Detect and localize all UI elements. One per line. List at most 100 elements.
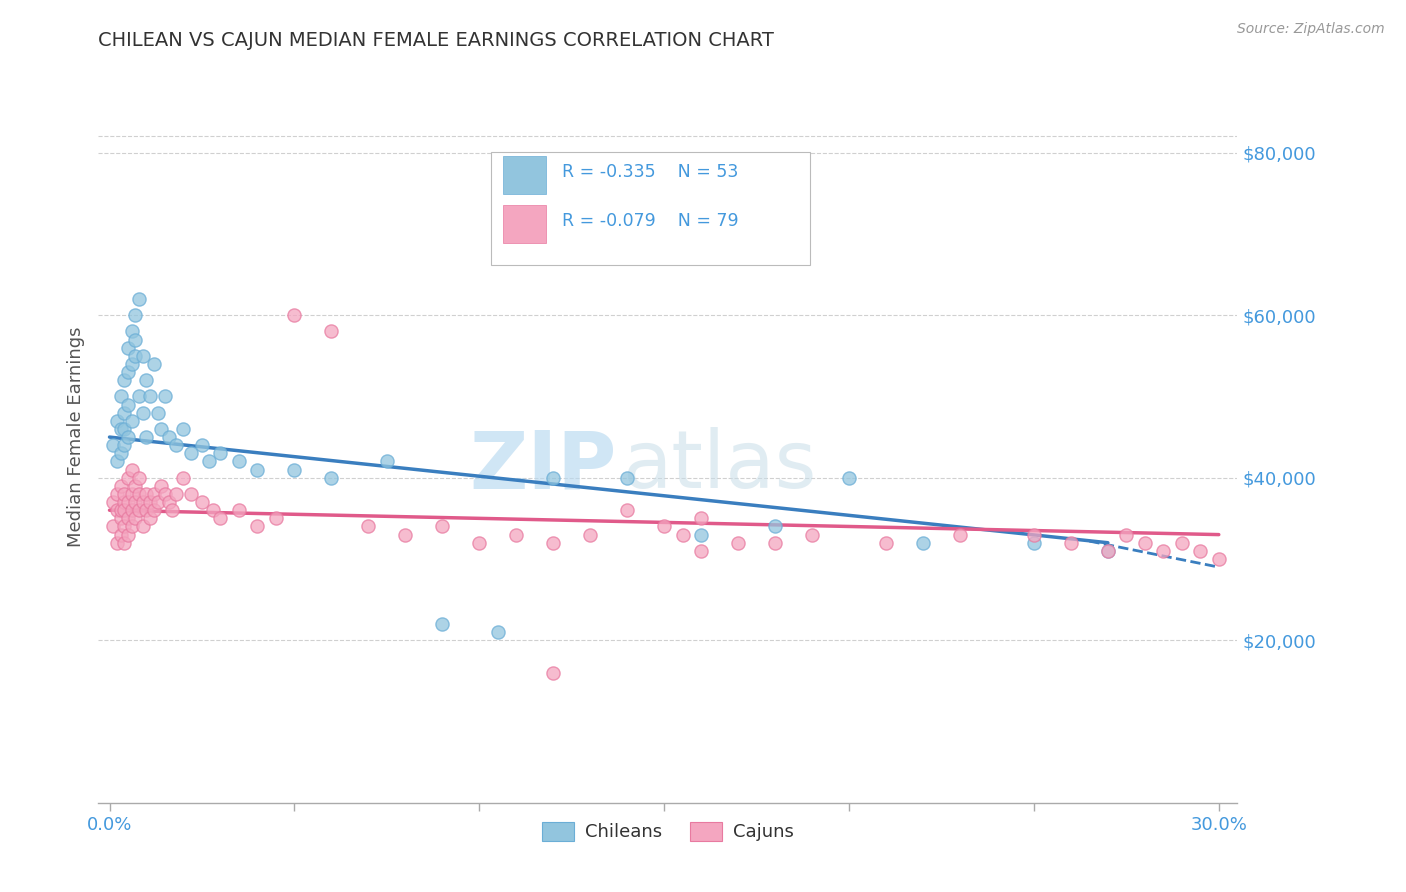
Point xyxy=(128,389,150,403)
Point xyxy=(105,454,128,468)
Point xyxy=(105,487,128,501)
Point xyxy=(112,422,135,436)
Point xyxy=(246,462,269,476)
Point xyxy=(690,527,713,541)
Point xyxy=(112,503,135,517)
Point xyxy=(1097,544,1119,558)
Point xyxy=(142,487,165,501)
Point xyxy=(202,503,225,517)
Point xyxy=(1115,527,1137,541)
Point xyxy=(153,389,176,403)
Point xyxy=(209,511,232,525)
FancyBboxPatch shape xyxy=(503,205,546,244)
Point xyxy=(121,414,143,428)
Point xyxy=(112,373,135,387)
Point xyxy=(112,495,135,509)
Point xyxy=(157,430,180,444)
Point xyxy=(191,495,214,509)
Point xyxy=(801,527,824,541)
Point xyxy=(117,365,139,379)
Point xyxy=(1189,544,1212,558)
Point xyxy=(1060,535,1083,549)
Point xyxy=(180,487,202,501)
Point xyxy=(117,511,139,525)
Point xyxy=(209,446,232,460)
Point xyxy=(432,519,454,533)
Point xyxy=(153,487,176,501)
Point xyxy=(486,625,509,640)
Point xyxy=(110,479,132,493)
Point xyxy=(321,471,343,485)
Text: Source: ZipAtlas.com: Source: ZipAtlas.com xyxy=(1237,22,1385,37)
Point xyxy=(117,471,139,485)
Point xyxy=(321,325,343,339)
Point xyxy=(139,511,162,525)
Point xyxy=(763,519,786,533)
Point xyxy=(132,495,155,509)
Point xyxy=(690,544,713,558)
Point xyxy=(228,454,250,468)
Point xyxy=(432,617,454,632)
Point xyxy=(690,511,713,525)
Text: atlas: atlas xyxy=(623,427,817,506)
Text: R = -0.079    N = 79: R = -0.079 N = 79 xyxy=(562,212,738,230)
Point xyxy=(468,535,491,549)
Point xyxy=(112,406,135,420)
Point xyxy=(541,535,564,549)
Point xyxy=(1171,535,1194,549)
Point xyxy=(112,519,135,533)
Point xyxy=(180,446,202,460)
Point xyxy=(150,479,173,493)
Point xyxy=(1208,552,1230,566)
Point xyxy=(949,527,972,541)
Point xyxy=(110,422,132,436)
Point xyxy=(1097,544,1119,558)
Point xyxy=(117,341,139,355)
Point xyxy=(139,495,162,509)
FancyBboxPatch shape xyxy=(503,156,546,194)
Point xyxy=(875,535,897,549)
Point xyxy=(616,471,638,485)
Point xyxy=(121,325,143,339)
Point xyxy=(112,487,135,501)
Point xyxy=(103,438,125,452)
Point xyxy=(135,430,157,444)
Point xyxy=(264,511,287,525)
Point xyxy=(146,406,169,420)
Point xyxy=(139,389,162,403)
Point xyxy=(110,503,132,517)
Point xyxy=(121,357,143,371)
Point xyxy=(763,535,786,549)
Point xyxy=(110,389,132,403)
Point xyxy=(162,503,184,517)
Point xyxy=(121,487,143,501)
Text: ZIP: ZIP xyxy=(470,427,617,506)
Point xyxy=(616,503,638,517)
Point xyxy=(105,535,128,549)
Point xyxy=(394,527,416,541)
Point xyxy=(124,479,146,493)
Point xyxy=(112,438,135,452)
Point xyxy=(246,519,269,533)
Point xyxy=(283,308,305,322)
Point xyxy=(579,527,602,541)
Point xyxy=(105,414,128,428)
Point xyxy=(283,462,305,476)
Point xyxy=(103,495,125,509)
Point xyxy=(191,438,214,452)
Point xyxy=(105,503,128,517)
Point xyxy=(838,471,860,485)
Y-axis label: Median Female Earnings: Median Female Earnings xyxy=(66,326,84,548)
Point xyxy=(128,471,150,485)
Point xyxy=(117,398,139,412)
Point xyxy=(911,535,934,549)
Point xyxy=(128,503,150,517)
Point xyxy=(672,527,695,541)
Point xyxy=(121,462,143,476)
Point xyxy=(146,495,169,509)
Point xyxy=(124,308,146,322)
Point xyxy=(357,519,380,533)
Point xyxy=(117,527,139,541)
Point xyxy=(1152,544,1174,558)
Point xyxy=(541,471,564,485)
